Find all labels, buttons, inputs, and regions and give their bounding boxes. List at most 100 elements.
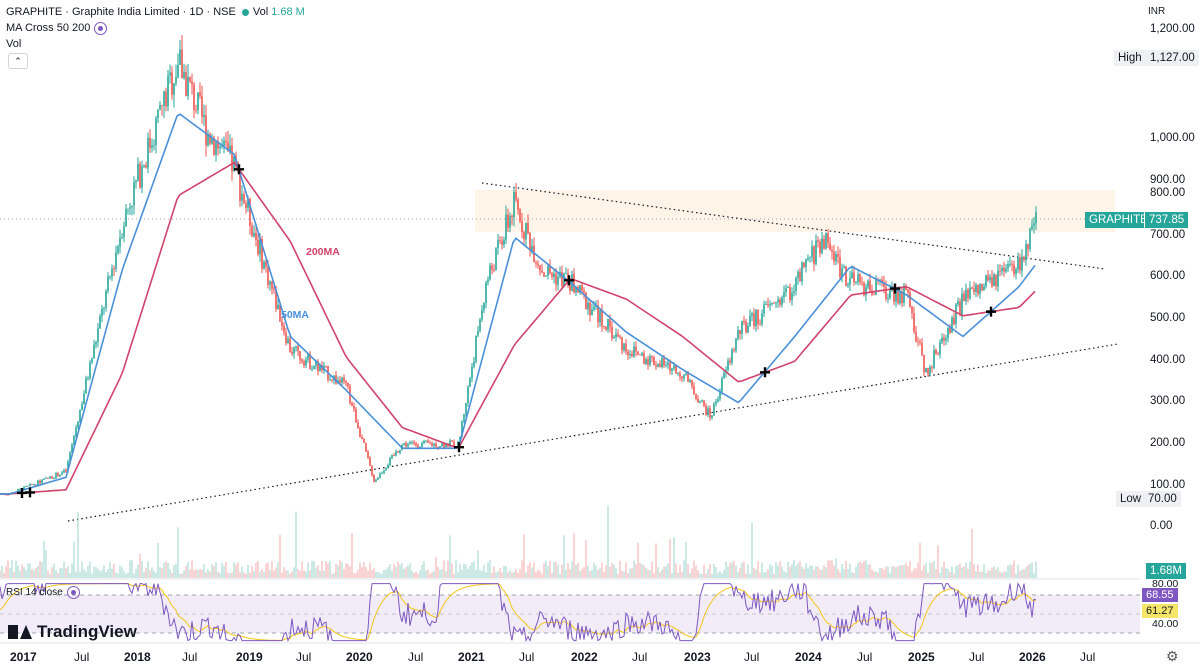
rsi-visibility-icon[interactable] [66, 586, 80, 599]
volume-bar [29, 563, 31, 578]
candle-body [865, 287, 867, 296]
volume-bar [645, 567, 647, 578]
candle-body [81, 403, 83, 410]
candle-body [485, 282, 487, 304]
candle-body [483, 303, 485, 310]
candle-body [745, 321, 747, 333]
candle-body [621, 337, 623, 351]
candle-body [503, 239, 505, 245]
candle-body [195, 109, 197, 111]
volume-bar [883, 569, 885, 578]
candle-body [639, 354, 641, 356]
candle-body [919, 341, 921, 343]
visibility-icon[interactable] [94, 21, 108, 35]
price-tick: 1,000.00 [1150, 132, 1195, 144]
candle-body [151, 145, 153, 148]
candle-body [911, 306, 913, 314]
volume-bar [527, 565, 529, 578]
volume-bar [403, 568, 405, 578]
rsi-value-tag: 68.55 [1142, 588, 1178, 602]
volume-bar [231, 572, 233, 578]
candle-body [497, 240, 499, 249]
candle-body [329, 379, 331, 381]
volume-bar [1025, 567, 1027, 578]
candle-body [427, 440, 429, 443]
time-tick: 2019 [236, 650, 263, 664]
symbol-legend[interactable]: GRAPHITE · Graphite India Limited · 1D ·… [6, 5, 305, 19]
candle-body [259, 238, 261, 255]
candle-body [281, 321, 283, 326]
settings-gear-icon[interactable]: ⚙ [1166, 648, 1179, 664]
volume-bar [837, 569, 839, 578]
candle-body [419, 447, 421, 448]
candle-body [1029, 228, 1031, 250]
candle-body [1021, 257, 1023, 271]
volume-bar [353, 573, 355, 578]
candle-body [415, 443, 417, 446]
candle-body [765, 304, 767, 306]
volume-bar [69, 572, 71, 578]
collapse-legend-button[interactable]: ⌃ [8, 53, 28, 69]
candle-body [757, 309, 759, 325]
candle-body [145, 165, 147, 168]
volume-bar [763, 572, 765, 578]
volume-bar [457, 571, 459, 578]
volume-bar [509, 570, 511, 578]
ma-legend[interactable]: MA Cross 50 200 [6, 21, 108, 35]
candle-body [735, 338, 737, 351]
candle-body [379, 473, 381, 478]
volume-bar [357, 569, 359, 578]
volume-bar [939, 573, 941, 578]
volume-bar [487, 562, 489, 578]
candle-body [839, 256, 841, 277]
rsi-legend[interactable]: RSI 14 close [6, 586, 80, 600]
volume-bar [769, 563, 771, 578]
candle-body [1001, 267, 1003, 272]
volume-bar [41, 561, 43, 578]
volume-bar [235, 564, 237, 578]
volume-bar [249, 572, 251, 578]
volume-bar [707, 569, 709, 578]
volume-bar [73, 541, 75, 578]
volume-bar [999, 571, 1001, 578]
candle-body [791, 292, 793, 301]
candle-body [121, 237, 123, 239]
candle-body [383, 470, 385, 473]
volume-bar [921, 570, 923, 578]
volume-bar [635, 564, 637, 578]
candle-body [133, 182, 135, 206]
candle-body [445, 443, 447, 448]
candle-body [611, 326, 613, 339]
volume-bar [667, 563, 669, 578]
volume-bar [173, 565, 175, 578]
candle-body [79, 409, 81, 422]
candle-body [307, 354, 309, 360]
candle-body [1017, 257, 1019, 270]
tradingview-logo[interactable]: TradingView [8, 622, 137, 642]
candle-body [269, 281, 271, 285]
volume-bar [271, 561, 273, 578]
volume-bar [323, 570, 325, 578]
volume-bar [211, 564, 213, 578]
candle-body [299, 351, 301, 360]
volume-bar [259, 571, 261, 578]
candle-body [1035, 212, 1037, 224]
volume-bar [315, 567, 317, 578]
candle-body [393, 455, 395, 456]
volume-bar [679, 565, 681, 578]
candle-body [885, 286, 887, 299]
candle-body [167, 75, 169, 107]
volume-bar [267, 562, 269, 578]
candle-body [849, 277, 851, 285]
volume-bar [365, 566, 367, 578]
volume-bar [983, 564, 985, 578]
volume-bar [197, 569, 199, 578]
candle-body [411, 441, 413, 443]
volume-bar [503, 566, 505, 578]
volume-bar [133, 573, 135, 578]
volume-bar [47, 570, 49, 578]
time-tick: 2021 [458, 650, 485, 664]
candle-body [935, 349, 937, 354]
volume-legend[interactable]: Vol [6, 37, 21, 51]
